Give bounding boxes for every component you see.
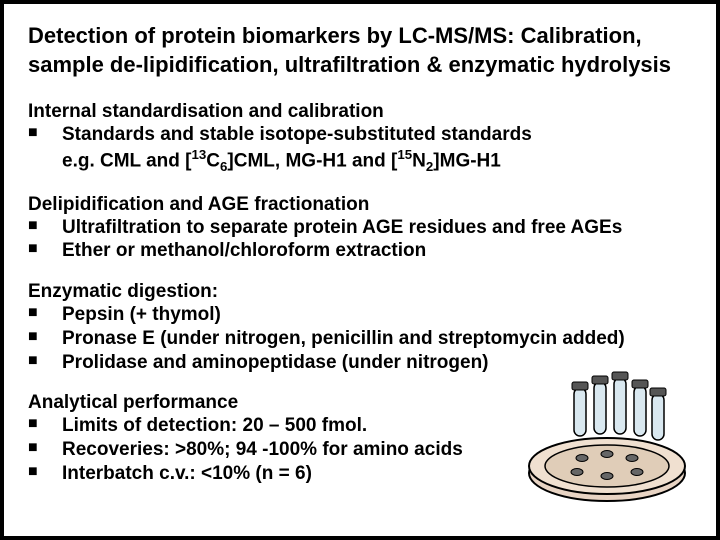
bullet-list: Ultrafiltration to separate protein AGE … — [28, 216, 692, 264]
list-item: Standards and stable isotope-substituted… — [28, 123, 692, 147]
test-tube-4 — [632, 380, 648, 436]
test-tube-2 — [592, 376, 608, 434]
section-heading: Internal standardisation and calibration — [28, 101, 692, 123]
list-item: Pronase E (under nitrogen, penicillin an… — [28, 327, 692, 351]
section-2: Enzymatic digestion:Pepsin (+ thymol)Pro… — [28, 281, 692, 374]
section-1: Delipidification and AGE fractionationUl… — [28, 194, 692, 264]
bullet-list: Standards and stable isotope-substituted… — [28, 123, 692, 175]
test-tube-3 — [612, 372, 628, 434]
test-tube-5 — [650, 388, 666, 440]
slide-title: Detection of protein biomarkers by LC-MS… — [28, 22, 692, 79]
list-item-continuation: e.g. CML and [13C6]CML, MG-H1 and [15N2]… — [28, 147, 692, 176]
section-0: Internal standardisation and calibration… — [28, 101, 692, 175]
list-item: Ultrafiltration to separate protein AGE … — [28, 216, 692, 240]
bullet-list: Pepsin (+ thymol)Pronase E (under nitrog… — [28, 303, 692, 374]
section-heading: Delipidification and AGE fractionation — [28, 194, 692, 216]
test-tube-1 — [572, 382, 588, 436]
petri-dish-illustration — [522, 368, 692, 508]
list-item: Pepsin (+ thymol) — [28, 303, 692, 327]
list-item: Ether or methanol/chloroform extraction — [28, 239, 692, 263]
section-heading: Enzymatic digestion: — [28, 281, 692, 303]
